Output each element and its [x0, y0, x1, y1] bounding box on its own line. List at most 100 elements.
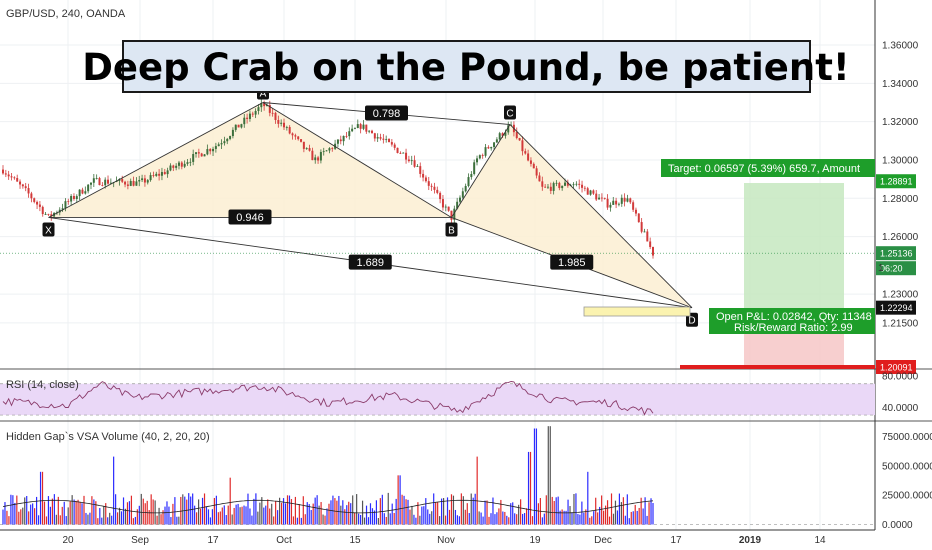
candle-body	[98, 178, 101, 186]
candle-body	[220, 143, 223, 145]
candle-body	[166, 170, 169, 175]
candle-body	[356, 124, 359, 128]
price-tick-label: 1.23000	[882, 290, 919, 301]
candle-body	[504, 132, 507, 136]
price-tick-label: 1.28000	[882, 194, 919, 205]
target-label-box	[661, 159, 875, 177]
pattern-point-x: X	[45, 225, 52, 236]
candle-body	[458, 197, 461, 202]
candle-body	[603, 197, 606, 199]
candle-body	[132, 180, 135, 186]
candle-body	[436, 189, 439, 193]
candle-body	[388, 138, 391, 143]
pattern-leg	[451, 124, 511, 218]
current-price-tag-box	[876, 246, 916, 261]
price-axis[interactable]: 1.36000 1.34000 1.32000 1.30000 1.28000 1.260…	[882, 40, 919, 329]
candle-body	[527, 153, 530, 161]
candle-body	[186, 162, 189, 164]
price-candles	[2, 98, 654, 259]
candle-body	[507, 125, 510, 133]
candle-body	[583, 187, 586, 189]
candle-body	[370, 130, 373, 134]
candle-body	[203, 154, 206, 157]
candle-body	[620, 197, 623, 204]
candle-body	[376, 137, 379, 139]
volume-pane: 75000.0000 50000.0000 25000.0000 0.0000	[0, 426, 932, 531]
candle-body	[362, 124, 365, 129]
candle-body	[143, 178, 146, 183]
candle-body	[311, 150, 314, 161]
candle-body	[481, 155, 484, 156]
candle-body	[308, 148, 311, 151]
candle-body	[478, 155, 481, 159]
candle-body	[240, 124, 243, 128]
pattern-point-box	[42, 222, 55, 237]
candle-body	[419, 166, 422, 174]
candle-body	[172, 165, 175, 168]
harmonic-pattern[interactable]	[48, 102, 693, 308]
target-zone[interactable]	[744, 183, 844, 311]
pattern-triangle-xab	[48, 102, 452, 218]
target-label: Target: 0.06597 (5.39%) 659.7, Amount	[668, 163, 860, 175]
candle-body	[566, 182, 569, 186]
candle-body	[146, 180, 149, 183]
stop-price-tag-box	[876, 360, 916, 374]
candle-body	[64, 201, 67, 209]
candle-body	[4, 173, 7, 175]
candle-body	[92, 178, 95, 183]
prz-zone[interactable]	[583, 306, 691, 317]
time-tick-label: Dec	[594, 535, 612, 546]
candle-body	[180, 162, 183, 167]
pattern-leg	[48, 102, 264, 218]
candle-body	[192, 154, 195, 162]
time-tick-label: 19	[529, 535, 541, 546]
candle-body	[226, 138, 229, 142]
pnl-label-box	[709, 308, 875, 334]
target-price-tag: 1.28891	[880, 177, 913, 187]
candle-body	[396, 147, 399, 153]
candle-body	[107, 179, 110, 184]
time-tick-label: 20	[62, 535, 74, 546]
ratio-label: 0.798	[373, 108, 401, 120]
candle-body	[30, 193, 33, 199]
candle-body	[555, 182, 558, 184]
candle-body	[637, 213, 640, 223]
price-tags: 1.28891 1.25136 06:20 1.22294 1.20091 1	[0, 174, 916, 374]
countdown-tag: 06:20	[880, 264, 903, 274]
candle-body	[10, 176, 13, 178]
candle-body	[291, 133, 294, 136]
candle-body	[212, 148, 215, 152]
candle-body	[81, 189, 84, 194]
candle-body	[538, 175, 541, 182]
candle-body	[532, 163, 535, 169]
rsi-band	[0, 383, 875, 416]
candle-body	[257, 107, 260, 111]
candle-body	[433, 186, 436, 190]
volume-title: Hidden Gap`s VSA Volume (40, 2, 20, 20)	[6, 431, 210, 443]
candle-body	[121, 179, 124, 182]
candle-body	[595, 193, 598, 200]
candle-body	[476, 158, 479, 163]
candle-body	[546, 186, 549, 188]
candle-body	[175, 165, 178, 168]
candle-body	[444, 206, 447, 208]
candle-body	[629, 198, 632, 203]
time-tick-label: Sep	[131, 535, 149, 546]
countdown-tag-box	[876, 261, 916, 276]
time-axis[interactable]: 20 Sep 17 Oct 15 Nov 19 Dec 17 2019 14	[62, 535, 826, 546]
candle-body	[368, 130, 371, 132]
candle-body	[382, 138, 385, 140]
candle-body	[209, 149, 212, 152]
candle-body	[288, 127, 291, 134]
candle-body	[422, 173, 425, 178]
candle-body	[251, 113, 254, 115]
candle-body	[13, 177, 16, 179]
time-tick-label: Nov	[437, 535, 455, 546]
volume-tick-label: 75000.0000	[882, 432, 932, 443]
current-price-tag: 1.25136	[880, 249, 913, 259]
candle-body	[317, 157, 320, 161]
candle-body	[243, 117, 246, 125]
candle-body	[646, 231, 649, 242]
candle-body	[410, 160, 413, 162]
